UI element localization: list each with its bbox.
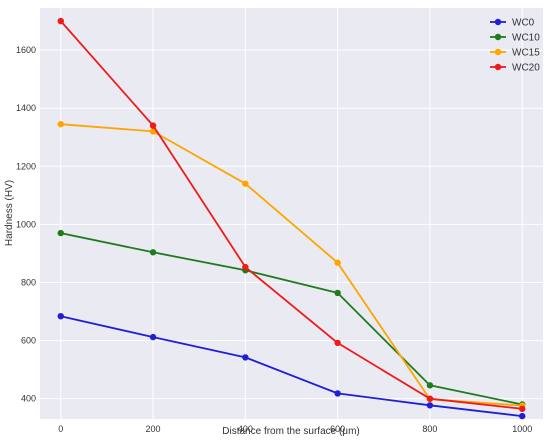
legend-label: WC20 xyxy=(512,63,540,74)
data-point-wc0 xyxy=(519,412,526,420)
y-tick-label: 1000 xyxy=(16,219,36,229)
legend-label: WC0 xyxy=(512,18,535,29)
data-point-wc20 xyxy=(149,122,157,129)
data-point-wc20 xyxy=(57,17,64,25)
legend-item-wc20: WC20 xyxy=(490,63,540,74)
x-tick-label: 1000 xyxy=(512,424,532,434)
data-point-wc0 xyxy=(242,354,249,361)
data-point-wc0 xyxy=(334,390,341,397)
data-point-wc20 xyxy=(426,395,434,402)
x-tick-label: 800 xyxy=(422,424,437,434)
y-tick-label: 1200 xyxy=(16,161,36,171)
data-point-wc15 xyxy=(334,259,341,266)
series-line-wc20 xyxy=(60,20,523,410)
data-point-wc20 xyxy=(519,405,526,413)
data-point-wc15 xyxy=(242,180,249,187)
data-point-wc15 xyxy=(57,120,64,128)
series-wc0 xyxy=(57,312,526,420)
y-tick-label: 1600 xyxy=(16,45,36,55)
x-tick-label: 400 xyxy=(238,424,253,434)
legend-marker xyxy=(494,63,502,71)
grid xyxy=(40,8,543,419)
legend-label: WC10 xyxy=(512,33,540,44)
x-axis-ticks: 0 200 400 600 800 1000 xyxy=(58,424,532,434)
series-wc20 xyxy=(57,17,526,413)
y-tick-label: 400 xyxy=(21,394,36,404)
y-tick-label: 1400 xyxy=(16,103,36,113)
series-line-wc0 xyxy=(60,315,523,417)
x-tick-label: 600 xyxy=(330,424,345,434)
data-point-wc10 xyxy=(57,229,64,237)
y-axis-label: Hardness (HV) xyxy=(4,180,15,246)
data-point-wc10 xyxy=(149,249,157,256)
series-layer xyxy=(57,17,526,420)
legend-marker xyxy=(494,48,502,56)
y-axis-ticks: 400 600 800 1000 1200 1400 1600 xyxy=(16,45,36,404)
x-axis-label: Distance from the surface (μm) xyxy=(222,426,359,437)
legend: WC0 WC10 WC15 WC20 xyxy=(490,18,540,74)
legend-marker xyxy=(494,18,502,26)
data-point-wc10 xyxy=(334,289,341,297)
plot-background xyxy=(40,8,543,419)
legend-label: WC15 xyxy=(512,48,540,59)
y-tick-label: 800 xyxy=(21,277,36,287)
legend-item-wc0: WC0 xyxy=(490,18,535,29)
data-point-wc0 xyxy=(426,402,434,409)
data-point-wc20 xyxy=(242,263,249,271)
x-tick-label: 0 xyxy=(58,424,63,434)
data-point-wc0 xyxy=(57,312,64,320)
legend-marker xyxy=(494,33,502,41)
data-point-wc20 xyxy=(334,339,341,347)
y-tick-label: 600 xyxy=(21,336,36,346)
data-point-wc15 xyxy=(149,128,157,135)
series-line-wc10 xyxy=(60,232,523,406)
data-point-wc10 xyxy=(426,382,434,389)
legend-item-wc10: WC10 xyxy=(490,33,540,44)
x-tick-label: 200 xyxy=(146,424,161,434)
legend-item-wc15: WC15 xyxy=(490,48,540,59)
data-point-wc0 xyxy=(149,333,157,341)
